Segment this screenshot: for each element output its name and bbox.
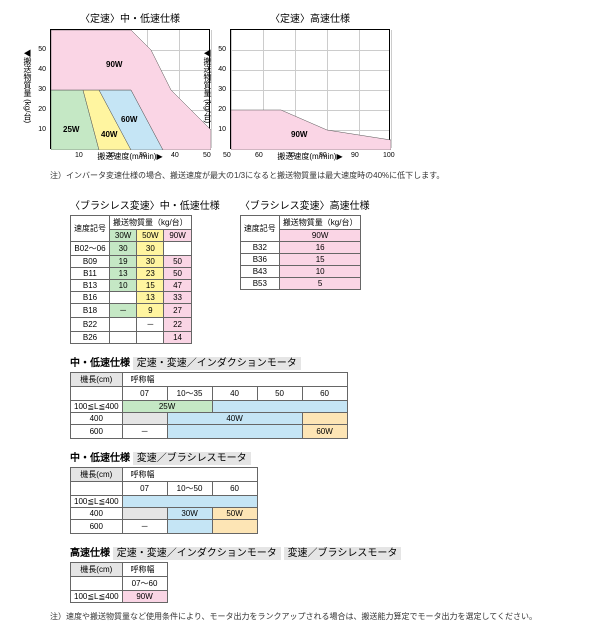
table-lowmid-induction: 中・低速仕様 定速・変速／インダクションモータ 機長(cm)呼称幅0710～35… [70, 354, 590, 439]
table-brushless-high: 〈ブラシレス変速〉高速仕様 速度記号搬送物質量（kg/台）90WB3216B36… [240, 191, 370, 344]
chart1-title: 〈定速〉中・低速仕様 [50, 10, 210, 25]
chart-constant-high: 〈定速〉高速仕様 1020304050506070809010090W ◀搬送物… [230, 10, 390, 162]
table-brushless-lowmid: 〈ブラシレス変速〉中・低速仕様 速度記号搬送物質量（kg/台）30W50W90W… [70, 191, 220, 344]
table-lowmid-brushless: 中・低速仕様 変速／ブラシレスモータ 機長(cm)呼称幅0710～5060100… [70, 449, 590, 534]
chart2-title: 〈定速〉高速仕様 [230, 10, 390, 25]
chart1-ylabel: ◀搬送物質量 (kg/台) [22, 49, 33, 123]
table-high: 高速仕様 定速・変速／インダクションモータ 変速／ブラシレスモータ 機長(cm)… [70, 544, 590, 603]
chart2-ylabel: ◀搬送物質量 (kg/台) [202, 49, 213, 123]
chart-constant-low-mid: 〈定速〉中・低速仕様 1020304050102030405025W40W60W… [50, 10, 210, 162]
note-rankup: 注）速度や搬送物質量など使用条件により、モータ出力をランクアップされる場合は、搬… [50, 611, 590, 622]
note-inverter: 注）インバータ変速仕様の場合、搬送速度が最大の1/3になると搬送物質量は最大速度… [50, 170, 590, 181]
